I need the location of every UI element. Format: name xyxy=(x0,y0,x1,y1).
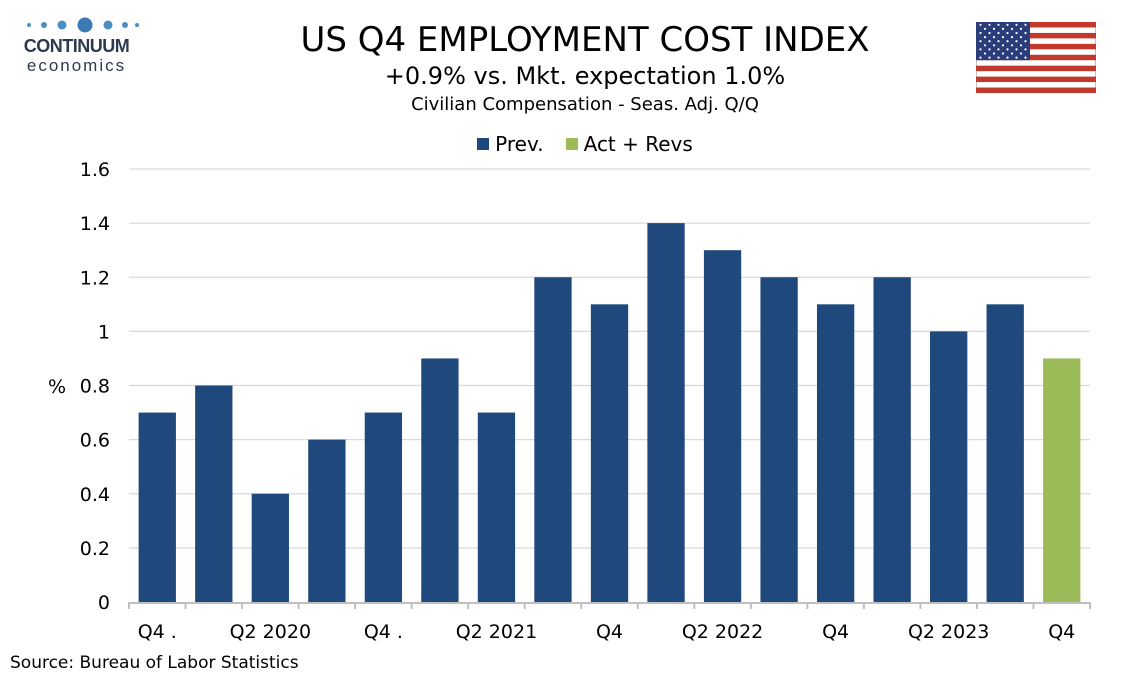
legend-item-actual: Act + Revs xyxy=(565,132,693,156)
bar-prev xyxy=(195,385,233,602)
y-tick-label: 0.4 xyxy=(80,484,110,506)
x-tick-label: Q4 xyxy=(596,621,623,643)
bar-prev xyxy=(251,493,289,602)
y-axis-label: % xyxy=(48,376,66,398)
bar-prev xyxy=(647,223,685,602)
bar-prev xyxy=(873,277,911,602)
x-tick-label: Q2 2022 xyxy=(682,621,763,643)
legend-label-actual: Act + Revs xyxy=(583,132,693,156)
y-tick-label: 0.2 xyxy=(80,538,110,560)
us-flag-icon xyxy=(976,22,1096,93)
bar-prev xyxy=(138,412,176,602)
legend-swatch-prev xyxy=(477,138,490,150)
bar-prev xyxy=(308,439,346,602)
chart-subtitle: +0.9% vs. Mkt. expectation 1.0% xyxy=(384,62,786,90)
legend-label-prev: Prev. xyxy=(495,132,544,156)
chart-legend: Prev. Act + Revs xyxy=(300,131,870,157)
x-tick-label: Q2 2023 xyxy=(908,621,989,643)
x-tick-label: Q4 xyxy=(822,621,849,643)
bar-prev xyxy=(364,412,403,602)
logo-text-primary: CONTINUUM xyxy=(23,36,130,56)
bar-prev xyxy=(986,304,1024,602)
y-tick-label: 1.4 xyxy=(80,213,110,235)
legend-item-prev: Prev. xyxy=(477,132,544,156)
x-tick-label: Q4 . xyxy=(138,621,177,643)
logo-dots-icon xyxy=(27,17,139,33)
company-logo: CONTINUUM economics xyxy=(14,14,139,80)
x-tick-label: Q2 2020 xyxy=(230,621,311,643)
source-note: Source: Bureau of Labor Statistics xyxy=(10,653,299,673)
logo-text-secondary: economics xyxy=(26,56,127,75)
bar-prev xyxy=(760,277,798,602)
x-tick-label: Q2 2021 xyxy=(456,621,537,643)
bar-prev xyxy=(703,250,742,602)
y-tick-label: 0.8 xyxy=(80,376,110,398)
bar-actual xyxy=(1043,358,1081,602)
x-tick-label: Q4 xyxy=(1048,621,1075,643)
bar-prev xyxy=(930,331,968,602)
bar-prev xyxy=(477,412,516,602)
y-tick-label: 1.6 xyxy=(80,159,110,181)
bar-prev xyxy=(534,277,572,602)
x-tick-label: Q4 . xyxy=(364,621,403,643)
y-tick-label: 0 xyxy=(98,592,110,614)
y-tick-label: 1 xyxy=(98,321,110,343)
chart-title: US Q4 EMPLOYMENT COST INDEX xyxy=(300,20,870,60)
bar-prev xyxy=(816,304,855,602)
legend-swatch-actual xyxy=(565,138,578,150)
y-tick-label: 0.6 xyxy=(80,430,110,452)
chart-subtitle-secondary: Civilian Compensation - Seas. Adj. Q/Q xyxy=(411,94,759,115)
y-tick-label: 1.2 xyxy=(80,267,110,289)
bar-prev xyxy=(421,358,459,602)
bar-prev xyxy=(590,304,629,602)
